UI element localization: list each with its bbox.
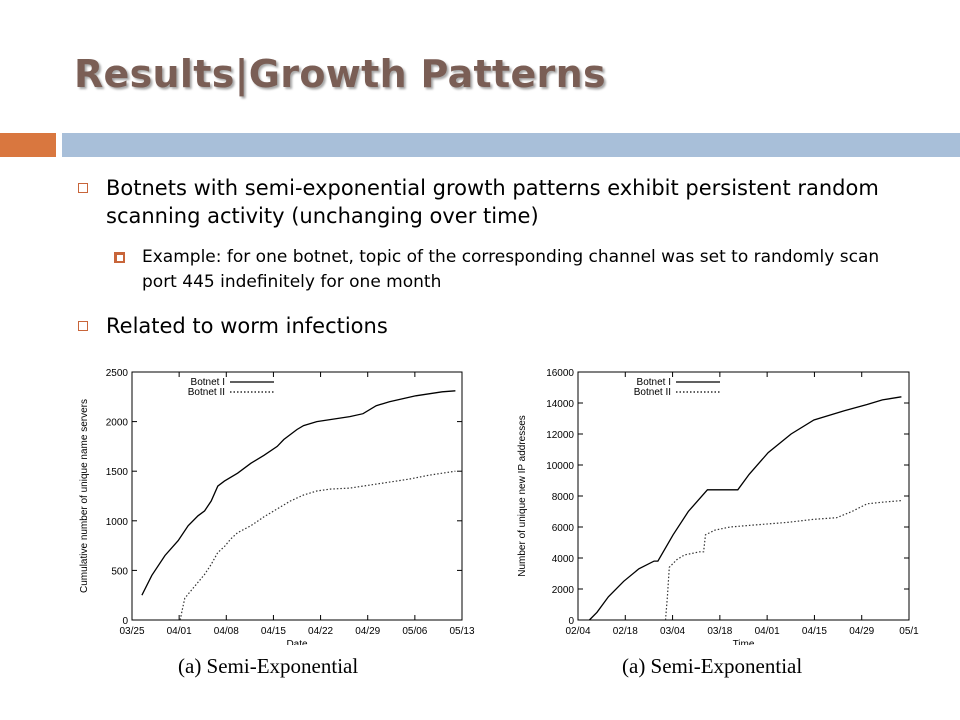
plot-frame (577, 371, 910, 621)
x-tick-label: 04/22 (308, 626, 333, 637)
y-tick-label: 4000 (552, 554, 575, 565)
y-tick-label: 12000 (546, 430, 574, 441)
y-tick-label: 0 (122, 616, 128, 627)
title-accent-bar-orange (0, 133, 56, 157)
x-tick-label: 04/15 (261, 626, 286, 637)
plot-frame (131, 371, 463, 621)
x-tick-label: 03/18 (707, 626, 732, 637)
x-tick-label: 05/06 (402, 626, 427, 637)
sub-bullet-text: Example: for one botnet, topic of the co… (142, 247, 880, 292)
series-line-1 (588, 396, 902, 621)
x-tick-label: 02/18 (613, 626, 638, 637)
y-axis-label: Number of unique new IP addresses (517, 415, 528, 577)
chart-caption-left: (a) Semi-Exponential (178, 654, 359, 678)
y-tick-label: 0 (568, 616, 574, 627)
legend-label: Botnet II (634, 387, 671, 398)
legend-label: Botnet I (637, 377, 671, 388)
y-tick-label: 2000 (106, 418, 129, 429)
series-line-1 (141, 390, 456, 596)
series-line-2 (664, 500, 902, 621)
y-tick-label: 2500 (106, 368, 129, 379)
x-axis-label: Date (286, 639, 308, 645)
title-accent-bar-blue (62, 133, 960, 157)
legend-label: Botnet II (188, 387, 225, 398)
chart-ip-addresses-svg: 0 2000 4000 6000 8000 10000 12000 14000 16000 02/… (517, 368, 919, 650)
chart-name-servers: 0 500 1000 1500 2000 2500 03/25 04/01 04/08 04/15… (70, 360, 475, 650)
y-axis-label: Cumulative number of unique name servers (79, 399, 90, 593)
y-tick-label: 1000 (106, 517, 129, 528)
y-tick-label: 2000 (552, 585, 575, 596)
series-line-2 (179, 470, 456, 621)
x-tick-label: 05/13 (449, 626, 474, 637)
x-tick-label: 04/01 (167, 626, 192, 637)
x-tick-label: 04/01 (755, 626, 780, 637)
x-tick-label: 03/25 (119, 626, 144, 637)
x-tick-label: 04/08 (214, 626, 239, 637)
x-tick-label: 03/04 (660, 626, 685, 637)
legend-label: Botnet I (191, 377, 225, 388)
y-tick-label: 16000 (546, 368, 574, 379)
bullet-text: Botnets with semi-exponential growth pat… (106, 176, 879, 228)
x-axis-label: Time (733, 639, 755, 645)
bullet-text: Related to worm infections (106, 314, 388, 338)
chart-name-servers-svg: 0 500 1000 1500 2000 2500 03/25 04/01 04/08 04/15… (79, 368, 475, 650)
chart-caption-right: (a) Semi-Exponential (622, 654, 803, 678)
bullet-marker-square (78, 183, 88, 193)
bullet-marker-square (78, 321, 88, 331)
y-tick-label: 8000 (552, 492, 575, 503)
x-tick-label: 05/1 (899, 626, 919, 637)
x-tick-label: 04/15 (802, 626, 827, 637)
x-tick-label: 04/29 (355, 626, 380, 637)
y-tick-label: 10000 (546, 461, 574, 472)
chart-ip-addresses: 0 2000 4000 6000 8000 10000 12000 14000 16000 02/… (513, 360, 925, 650)
slide-title: Results|Growth Patterns (74, 52, 606, 96)
y-tick-label: 6000 (552, 523, 575, 534)
y-tick-label: 14000 (546, 399, 574, 410)
sub-bullet-marker-square (114, 252, 125, 263)
y-tick-label: 1500 (106, 467, 129, 478)
x-tick-label: 02/04 (565, 626, 590, 637)
y-tick-label: 500 (111, 566, 128, 577)
x-tick-label: 04/29 (849, 626, 874, 637)
